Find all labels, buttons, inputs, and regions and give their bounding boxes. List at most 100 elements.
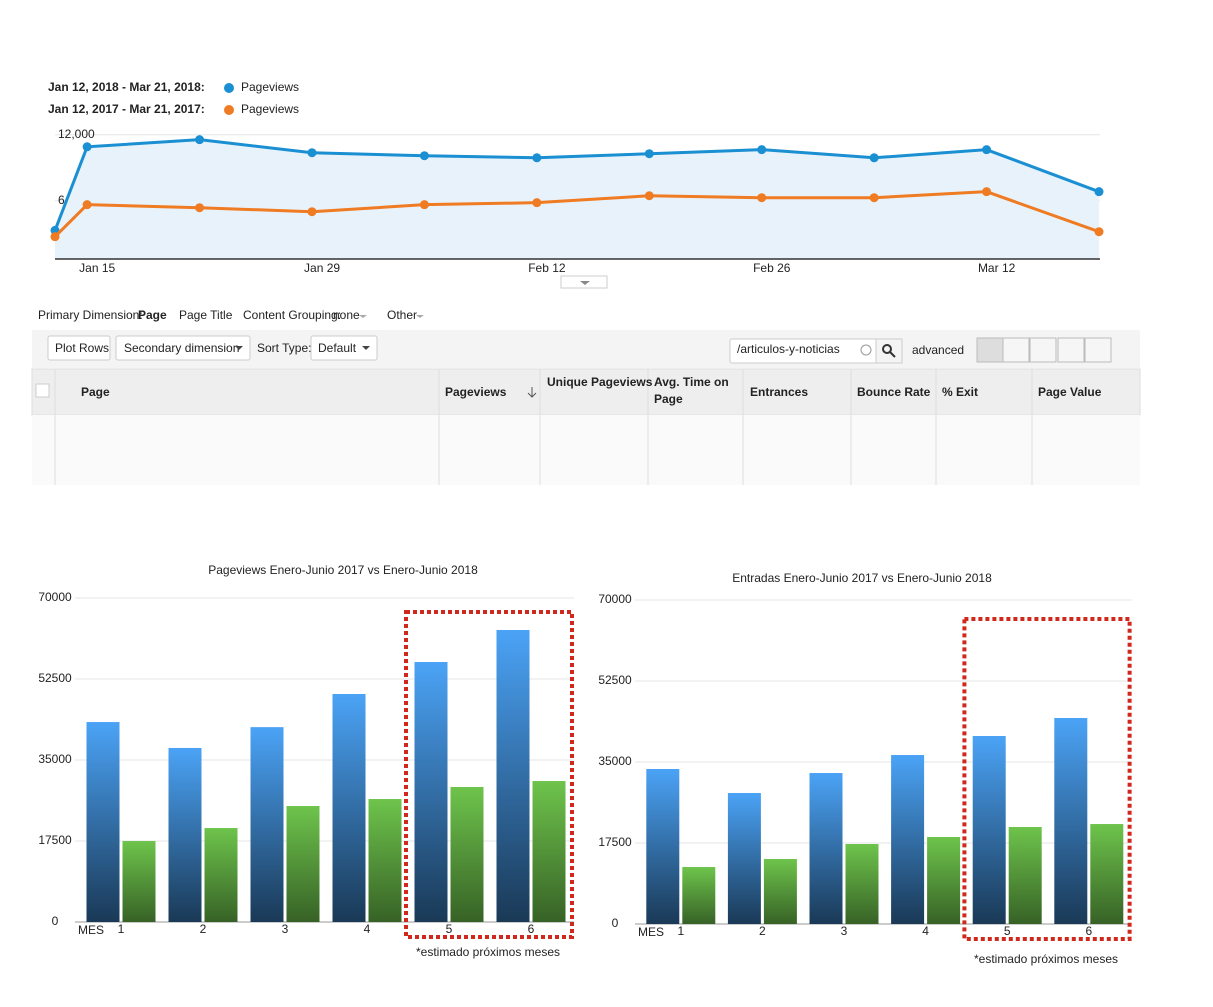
data-point	[195, 135, 205, 145]
x-tick-label: 1	[677, 924, 684, 938]
y-tick-label: 17500	[598, 835, 632, 849]
secondary-dimension[interactable]: Secondary dimension	[124, 341, 239, 355]
search-input[interactable]: /articulos-y-noticias	[737, 342, 840, 356]
bar	[763, 859, 797, 924]
y-tick-label: 70000	[38, 590, 72, 604]
x-tick-label: 5	[446, 922, 453, 936]
bar	[332, 693, 366, 922]
column-header[interactable]: Page Value	[1038, 385, 1102, 399]
search-button[interactable]	[875, 338, 903, 364]
column-header[interactable]: Page	[81, 385, 110, 399]
bar	[682, 867, 716, 924]
clear-icon[interactable]	[860, 344, 872, 356]
bar	[532, 781, 566, 922]
table-body	[32, 415, 1140, 485]
dropdown-arrow	[235, 346, 243, 350]
legend-label: Pageviews	[241, 102, 299, 116]
annotation: *estimado próximos meses	[416, 945, 560, 959]
dimension-option[interactable]: none	[333, 308, 360, 322]
view-button[interactable]	[1084, 337, 1112, 363]
legend-label: Pageviews	[241, 80, 299, 94]
view-button[interactable]	[1002, 337, 1030, 363]
dimension-label: Primary Dimension:	[38, 308, 143, 322]
x-tick-label: 4	[364, 922, 371, 936]
data-point	[1094, 227, 1104, 237]
search-icon	[882, 344, 892, 354]
data-point	[307, 207, 317, 217]
view-button[interactable]	[1057, 337, 1085, 363]
bar	[368, 799, 402, 922]
x-tick-label: 6	[1085, 924, 1092, 938]
x-tick-label: 6	[528, 922, 535, 936]
view-button[interactable]	[976, 337, 1004, 363]
column-header[interactable]: Entrances	[750, 385, 808, 399]
sort-value[interactable]: Default	[318, 341, 357, 355]
x-tick-label: Jan 15	[79, 261, 115, 275]
dropdown-arrow	[416, 315, 424, 318]
plot-rows-button[interactable]: Plot Rows	[55, 341, 109, 355]
bar	[122, 841, 156, 922]
column-header[interactable]: Bounce Rate	[857, 385, 931, 399]
y-tick-label: 52500	[598, 673, 632, 687]
bar	[286, 806, 320, 922]
annotation: *estimado próximos meses	[974, 952, 1118, 966]
legend-dot	[224, 83, 234, 93]
y-tick-label: 35000	[38, 752, 72, 766]
x-axis-label: MES	[78, 923, 104, 937]
dimension-option[interactable]: Page	[138, 308, 167, 322]
y-tick-label: 0	[52, 914, 59, 928]
sort-label: Sort Type:	[257, 341, 311, 355]
bar	[204, 828, 238, 922]
x-tick-label: 2	[200, 922, 207, 936]
x-tick-label: 5	[1004, 924, 1011, 938]
bar	[168, 747, 202, 922]
x-tick-label: 3	[841, 924, 848, 938]
bar	[809, 773, 843, 924]
chart-title: Entradas Enero-Junio 2017 vs Enero-Junio…	[732, 571, 992, 585]
data-point	[869, 153, 879, 163]
estimate-box	[404, 610, 574, 939]
control-box[interactable]	[115, 335, 251, 361]
y-tick-label: 70000	[598, 592, 632, 606]
data-point	[869, 193, 879, 203]
column-header[interactable]: Page	[654, 392, 683, 406]
y-tick-label: 52500	[38, 671, 72, 685]
view-button[interactable]	[1029, 337, 1057, 363]
x-tick-label: 4	[922, 924, 929, 938]
dropdown-arrow	[362, 346, 370, 350]
estimate-box	[962, 617, 1132, 941]
x-tick-label: 2	[759, 924, 766, 938]
data-point	[982, 187, 992, 197]
checkbox[interactable]	[35, 383, 50, 398]
dimension-option[interactable]: Content Grouping:	[243, 308, 341, 322]
advanced-link[interactable]: advanced	[912, 343, 964, 357]
data-point	[982, 145, 992, 155]
dimension-option[interactable]: Page Title	[179, 308, 233, 322]
column-header[interactable]: Unique Pageviews	[547, 375, 653, 389]
column-header[interactable]: Avg. Time on	[654, 375, 729, 389]
y-tick-label: 12,000	[58, 127, 95, 141]
data-point	[419, 200, 429, 210]
control-box[interactable]	[47, 335, 111, 361]
data-point	[757, 193, 767, 203]
data-point	[419, 151, 429, 161]
data-point	[82, 142, 92, 152]
data-point	[82, 200, 92, 210]
data-point	[307, 148, 317, 158]
chart-title: Pageviews Enero-Junio 2017 vs Enero-Juni…	[208, 563, 478, 577]
bar	[450, 786, 484, 922]
column-header[interactable]: Pageviews	[445, 385, 507, 399]
bar	[845, 844, 879, 924]
legend-period: Jan 12, 2017 - Mar 21, 2017:	[48, 102, 205, 116]
bar	[1008, 826, 1042, 924]
x-axis-label: MES	[638, 925, 664, 939]
column-header[interactable]: % Exit	[942, 385, 978, 399]
dropdown-arrow	[359, 315, 367, 318]
data-point	[1094, 187, 1104, 197]
bar	[86, 722, 120, 922]
dimension-option[interactable]: Other	[387, 308, 417, 322]
bar	[1090, 824, 1124, 924]
legend-period: Jan 12, 2018 - Mar 21, 2018:	[48, 80, 205, 94]
data-point	[532, 198, 542, 208]
control-box[interactable]	[310, 335, 378, 361]
